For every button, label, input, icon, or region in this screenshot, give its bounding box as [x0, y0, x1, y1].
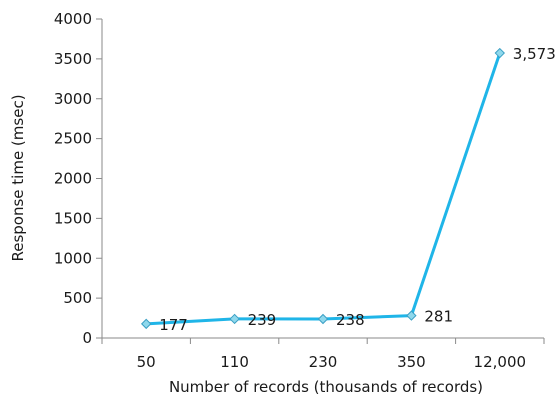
x-tick-label: 350 — [397, 353, 426, 371]
data-point-marker — [317, 313, 329, 325]
y-tick-label: 3500 — [54, 50, 92, 68]
x-axis: 50 110 230 350 12,000 — [101, 337, 545, 371]
data-label: 177 — [159, 316, 188, 334]
data-point-marker — [406, 310, 417, 321]
data-point-marker — [140, 318, 152, 330]
series-line — [144, 51, 502, 326]
y-tick-label: 1000 — [54, 249, 92, 267]
y-tick-label: 4000 — [54, 10, 92, 28]
data-point-marker — [229, 313, 240, 325]
x-axis-title: Number of records (thousands of records) — [169, 378, 483, 396]
y-tick-label: 2500 — [54, 130, 92, 148]
y-tick-label: 3000 — [54, 90, 92, 108]
y-axis: 0 500 1000 1500 2000 2500 3000 3500 4000 — [54, 10, 103, 347]
data-point-marker — [494, 47, 506, 59]
x-tick-label: 50 — [137, 353, 156, 371]
y-tick-label: 500 — [63, 289, 92, 307]
y-axis-title: Response time (msec) — [9, 94, 27, 261]
x-tick-label: 12,000 — [474, 353, 527, 371]
data-label: 281 — [424, 308, 453, 326]
data-label: 3,573 — [513, 45, 556, 63]
y-tick-label: 1500 — [54, 209, 92, 227]
data-label: 238 — [336, 311, 365, 329]
y-tick-label: 0 — [82, 329, 92, 347]
x-tick-label: 110 — [220, 353, 249, 371]
plot-area: 177 239 238 281 3,573 — [140, 45, 556, 334]
data-label: 239 — [248, 311, 277, 329]
x-tick-label: 230 — [309, 353, 338, 371]
y-tick-label: 2000 — [54, 170, 92, 188]
